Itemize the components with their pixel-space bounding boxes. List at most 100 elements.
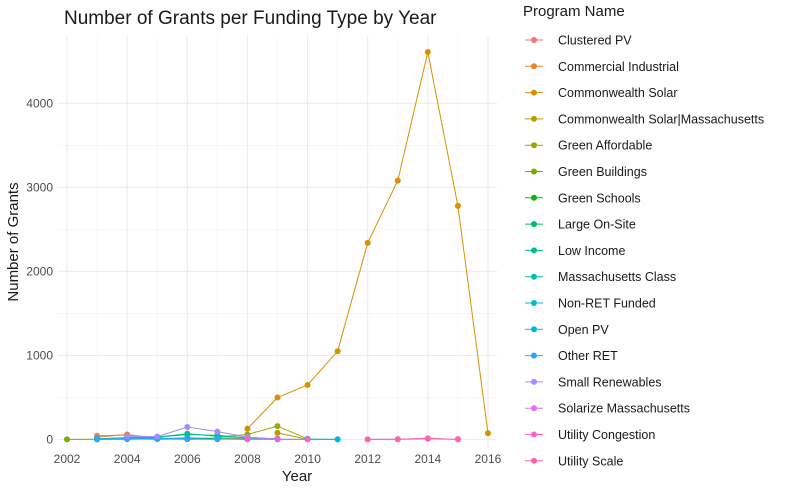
data-point bbox=[274, 394, 281, 401]
x-tick-label: 2012 bbox=[354, 452, 381, 466]
data-point bbox=[424, 435, 431, 442]
legend-label: Green Buildings bbox=[558, 165, 647, 179]
legend-label: Large On-Site bbox=[558, 218, 636, 232]
data-point bbox=[274, 423, 281, 430]
legend-key-point bbox=[531, 405, 537, 412]
legend-key-point bbox=[531, 247, 537, 254]
data-point bbox=[334, 436, 341, 443]
legend-label: Utility Congestion bbox=[558, 428, 655, 442]
legend-item: Green Schools bbox=[525, 191, 641, 205]
data-point bbox=[124, 433, 131, 440]
data-point bbox=[184, 430, 191, 437]
data-point bbox=[424, 48, 431, 55]
x-tick-label: 2008 bbox=[234, 452, 261, 466]
y-tick-label: 4000 bbox=[26, 96, 53, 110]
legend-key-point bbox=[531, 431, 537, 438]
legend-label: Commercial Industrial bbox=[558, 60, 679, 74]
legend-item: Massachusetts Class bbox=[525, 270, 676, 284]
legend-label: Non-RET Funded bbox=[558, 297, 656, 311]
legend-item: Solarize Massachusetts bbox=[525, 402, 690, 416]
legend-item: Commonwealth Solar bbox=[525, 86, 678, 100]
chart-title: Number of Grants per Funding Type by Yea… bbox=[64, 8, 437, 29]
legend-key-point bbox=[531, 115, 537, 122]
y-axis-ticks: 0 1000 2000 3000 4000 bbox=[26, 96, 53, 446]
legend-item: Green Buildings bbox=[525, 165, 647, 179]
data-point bbox=[184, 423, 191, 430]
data-point bbox=[214, 436, 221, 443]
legend-label: Open PV bbox=[558, 323, 609, 337]
data-point bbox=[364, 239, 371, 246]
legend-label: Commonwealth Solar bbox=[558, 86, 678, 100]
y-tick-label: 2000 bbox=[26, 264, 53, 278]
legend-key-point bbox=[531, 326, 537, 333]
legend-key-point bbox=[531, 168, 537, 175]
legend-label: Solarize Massachusetts bbox=[558, 402, 690, 416]
legend-item: Open PV bbox=[525, 323, 609, 337]
legend-key-point bbox=[531, 194, 537, 201]
legend-item: Low Income bbox=[525, 244, 625, 258]
y-tick-label: 0 bbox=[46, 433, 53, 447]
data-point bbox=[184, 435, 191, 442]
legend-title: Program Name bbox=[523, 3, 625, 20]
legend-key-point bbox=[531, 221, 537, 228]
legend-key-point bbox=[531, 273, 537, 280]
legend-label: Green Affordable bbox=[558, 139, 652, 153]
data-point bbox=[304, 436, 311, 443]
legend-label: Small Renewables bbox=[558, 375, 662, 389]
legend-key-point bbox=[531, 457, 537, 464]
series-16 bbox=[364, 435, 461, 443]
data-point bbox=[394, 177, 401, 184]
legend-label: Massachusetts Class bbox=[558, 270, 676, 284]
series-layer bbox=[64, 48, 491, 443]
legend-item: Commonwealth Solar|Massachusetts bbox=[525, 112, 764, 126]
data-point bbox=[484, 430, 491, 437]
series-line bbox=[277, 432, 308, 440]
y-tick-label: 1000 bbox=[26, 349, 53, 363]
data-point bbox=[244, 425, 251, 432]
legend-key-point bbox=[531, 378, 537, 385]
data-point bbox=[154, 433, 161, 440]
data-point bbox=[364, 436, 371, 443]
legend-item: Utility Scale bbox=[525, 454, 623, 468]
legend-key-point bbox=[531, 352, 537, 359]
x-axis-title: Year bbox=[282, 468, 312, 485]
x-tick-label: 2014 bbox=[414, 452, 441, 466]
legend-key-point bbox=[531, 63, 537, 70]
legend-key-point bbox=[531, 142, 537, 149]
series-2 bbox=[244, 48, 491, 437]
legend-label: Green Schools bbox=[558, 191, 641, 205]
legend-item: Green Affordable bbox=[525, 139, 652, 153]
legend-item: Non-RET Funded bbox=[525, 297, 656, 311]
legend-item: Other RET bbox=[525, 349, 618, 363]
data-point bbox=[394, 436, 401, 443]
series-line bbox=[217, 425, 308, 440]
x-tick-label: 2010 bbox=[294, 452, 321, 466]
legend-item: Commercial Industrial bbox=[525, 60, 679, 74]
data-point bbox=[64, 436, 71, 443]
data-point bbox=[214, 428, 221, 435]
legend-label: Clustered PV bbox=[558, 34, 632, 48]
grid bbox=[58, 36, 497, 448]
legend-label: Low Income bbox=[558, 244, 625, 258]
data-point bbox=[274, 429, 281, 436]
data-point bbox=[454, 436, 461, 443]
data-point bbox=[274, 436, 281, 443]
x-tick-label: 2004 bbox=[114, 452, 141, 466]
legend-label: Utility Scale bbox=[558, 454, 623, 468]
x-axis-ticks: 2002 2004 2006 2008 2010 2012 2014 2016 bbox=[54, 452, 502, 466]
legend-key-point bbox=[531, 300, 537, 306]
legend-item: Clustered PV bbox=[525, 34, 632, 48]
series-line bbox=[127, 426, 278, 440]
data-point bbox=[454, 202, 461, 209]
data-point bbox=[244, 436, 251, 443]
legend-item: Utility Congestion bbox=[525, 428, 655, 442]
series-15 bbox=[244, 436, 311, 443]
x-tick-label: 2016 bbox=[475, 452, 502, 466]
legend: Clustered PV Commercial Industrial Commonw… bbox=[525, 34, 764, 468]
y-tick-label: 3000 bbox=[26, 180, 53, 194]
series-line bbox=[367, 438, 458, 440]
x-tick-label: 2006 bbox=[174, 452, 201, 466]
y-axis-title: Number of Grants bbox=[5, 182, 22, 301]
